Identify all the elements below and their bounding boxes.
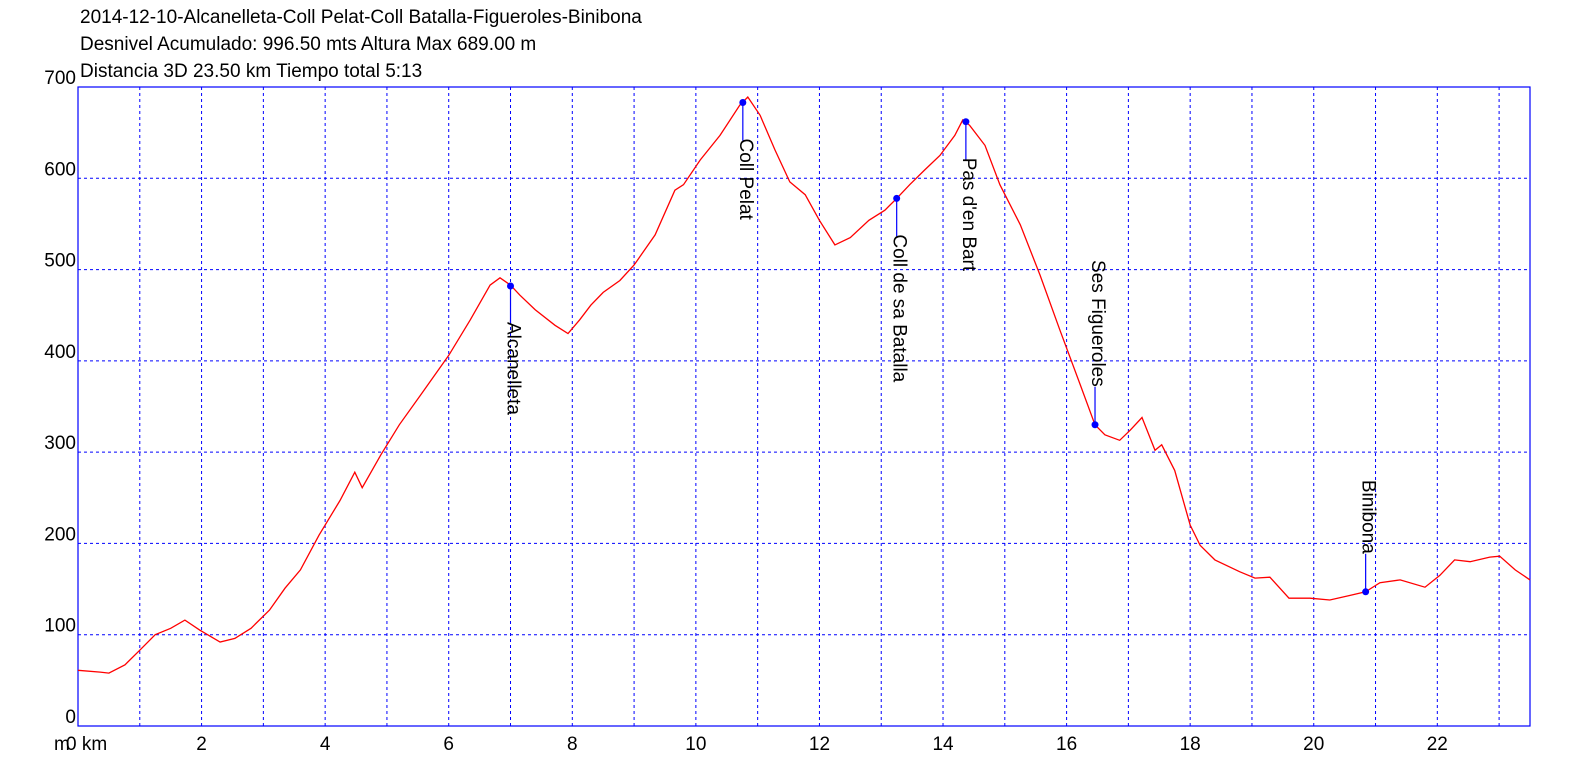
- x-tick-label: 16: [1056, 734, 1077, 755]
- waypoint-marker: [1362, 588, 1370, 596]
- title-line: 2014-12-10-Alcanelleta-Coll Pelat-Coll B…: [80, 7, 642, 28]
- waypoint-marker: [962, 118, 970, 126]
- y-tick-label: 700: [44, 68, 76, 89]
- waypoint-marker: [1091, 421, 1099, 429]
- x-tick-label: 20: [1303, 734, 1324, 755]
- y-tick-label: 100: [44, 616, 76, 637]
- x-tick-label: 2: [196, 734, 207, 755]
- title-line: Desnivel Acumulado: 996.50 mts Altura Ma…: [80, 34, 536, 55]
- x-tick-label: 14: [932, 734, 954, 755]
- y-tick-label: 0: [65, 707, 76, 728]
- waypoint-label: Ses Figueroles: [1087, 260, 1108, 387]
- title-line: Distancia 3D 23.50 km Tiempo total 5:13: [80, 61, 422, 82]
- waypoint-label: Alcanelleta: [502, 322, 523, 415]
- waypoint-label: Binibona: [1358, 480, 1379, 554]
- y-tick-label: 600: [44, 159, 76, 180]
- elevation-line: [77, 95, 1531, 674]
- y-tick-label: 200: [44, 524, 76, 545]
- waypoint-marker: [507, 282, 515, 290]
- waypoint-marker: [893, 194, 901, 202]
- y-tick-label: 400: [44, 342, 76, 363]
- waypoint-label: Coll de sa Batalla: [889, 234, 910, 382]
- y-tick-label: 500: [44, 251, 76, 272]
- x-tick-label: 0 km: [66, 734, 107, 755]
- y-axis-unit: m: [54, 734, 70, 755]
- plot-frame: [77, 86, 1531, 727]
- x-tick-label: 22: [1427, 734, 1448, 755]
- waypoint-label: Pas d'en Bart: [958, 158, 979, 272]
- x-tick-label: 4: [320, 734, 331, 755]
- y-tick-label: 300: [44, 433, 76, 454]
- x-tick-label: 10: [685, 734, 706, 755]
- waypoint-label: Coll Pelat: [735, 139, 756, 221]
- waypoint-marker: [739, 99, 747, 107]
- x-tick-label: 12: [809, 734, 830, 755]
- x-tick-label: 6: [443, 734, 454, 755]
- x-tick-label: 8: [567, 734, 578, 755]
- x-tick-label: 18: [1180, 734, 1201, 755]
